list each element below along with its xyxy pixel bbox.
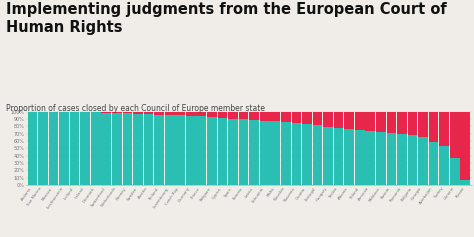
Bar	[355, 130, 365, 185]
Bar	[59, 112, 69, 185]
Bar	[27, 112, 37, 185]
Bar	[281, 112, 291, 122]
Bar	[292, 112, 301, 123]
Bar	[313, 125, 322, 185]
Bar	[302, 112, 312, 124]
Bar	[197, 112, 206, 116]
Bar	[239, 112, 248, 119]
Bar	[344, 129, 354, 185]
Bar	[281, 122, 291, 185]
Bar	[175, 112, 185, 115]
Bar	[186, 116, 196, 185]
Bar	[408, 112, 418, 135]
Bar	[207, 112, 217, 117]
Bar	[397, 112, 407, 134]
Bar	[239, 119, 248, 185]
Bar	[344, 112, 354, 129]
Bar	[418, 112, 428, 137]
Bar	[197, 116, 206, 185]
Bar	[302, 124, 312, 185]
Bar	[313, 112, 322, 125]
Bar	[450, 112, 460, 158]
Bar	[429, 142, 438, 185]
Bar	[175, 115, 185, 185]
Bar	[154, 114, 164, 185]
Bar	[323, 112, 333, 127]
Bar	[165, 115, 174, 185]
Bar	[334, 112, 344, 128]
Bar	[429, 112, 438, 142]
Bar	[397, 134, 407, 185]
Bar	[70, 112, 80, 185]
Bar	[218, 112, 228, 118]
Bar	[376, 132, 386, 185]
Bar	[207, 117, 217, 185]
Bar	[460, 112, 470, 180]
Bar	[376, 112, 386, 132]
Bar	[408, 135, 418, 185]
Bar	[112, 112, 122, 113]
Bar	[218, 118, 228, 185]
Bar	[133, 114, 143, 185]
Bar	[38, 112, 48, 185]
Bar	[355, 112, 365, 130]
Bar	[80, 112, 90, 185]
Bar	[260, 121, 270, 185]
Bar	[460, 180, 470, 185]
Bar	[144, 114, 154, 185]
Bar	[101, 113, 111, 185]
Bar	[154, 112, 164, 114]
Bar	[249, 120, 259, 185]
Bar	[123, 112, 132, 114]
Bar	[270, 112, 280, 122]
Bar	[91, 112, 100, 185]
Bar	[260, 112, 270, 121]
Bar	[270, 122, 280, 185]
Bar	[133, 112, 143, 114]
Bar	[249, 112, 259, 120]
Bar	[112, 113, 122, 185]
Bar	[165, 112, 174, 115]
Bar	[186, 112, 196, 116]
Bar	[144, 112, 154, 114]
Text: Proportion of cases closed by each Council of Europe member state: Proportion of cases closed by each Counc…	[6, 104, 264, 113]
Bar	[439, 112, 449, 146]
Bar	[418, 137, 428, 185]
Bar	[323, 127, 333, 185]
Bar	[386, 133, 396, 185]
Bar	[334, 128, 344, 185]
Text: Implementing judgments from the European Court of
Human Rights: Implementing judgments from the European…	[6, 2, 447, 35]
Bar	[228, 118, 238, 185]
Bar	[101, 112, 111, 113]
Bar	[365, 112, 375, 131]
Bar	[386, 112, 396, 133]
Bar	[365, 131, 375, 185]
Bar	[439, 146, 449, 185]
Bar	[292, 123, 301, 185]
Bar	[450, 158, 460, 185]
Bar	[228, 112, 238, 118]
Bar	[49, 112, 58, 185]
Bar	[123, 114, 132, 185]
